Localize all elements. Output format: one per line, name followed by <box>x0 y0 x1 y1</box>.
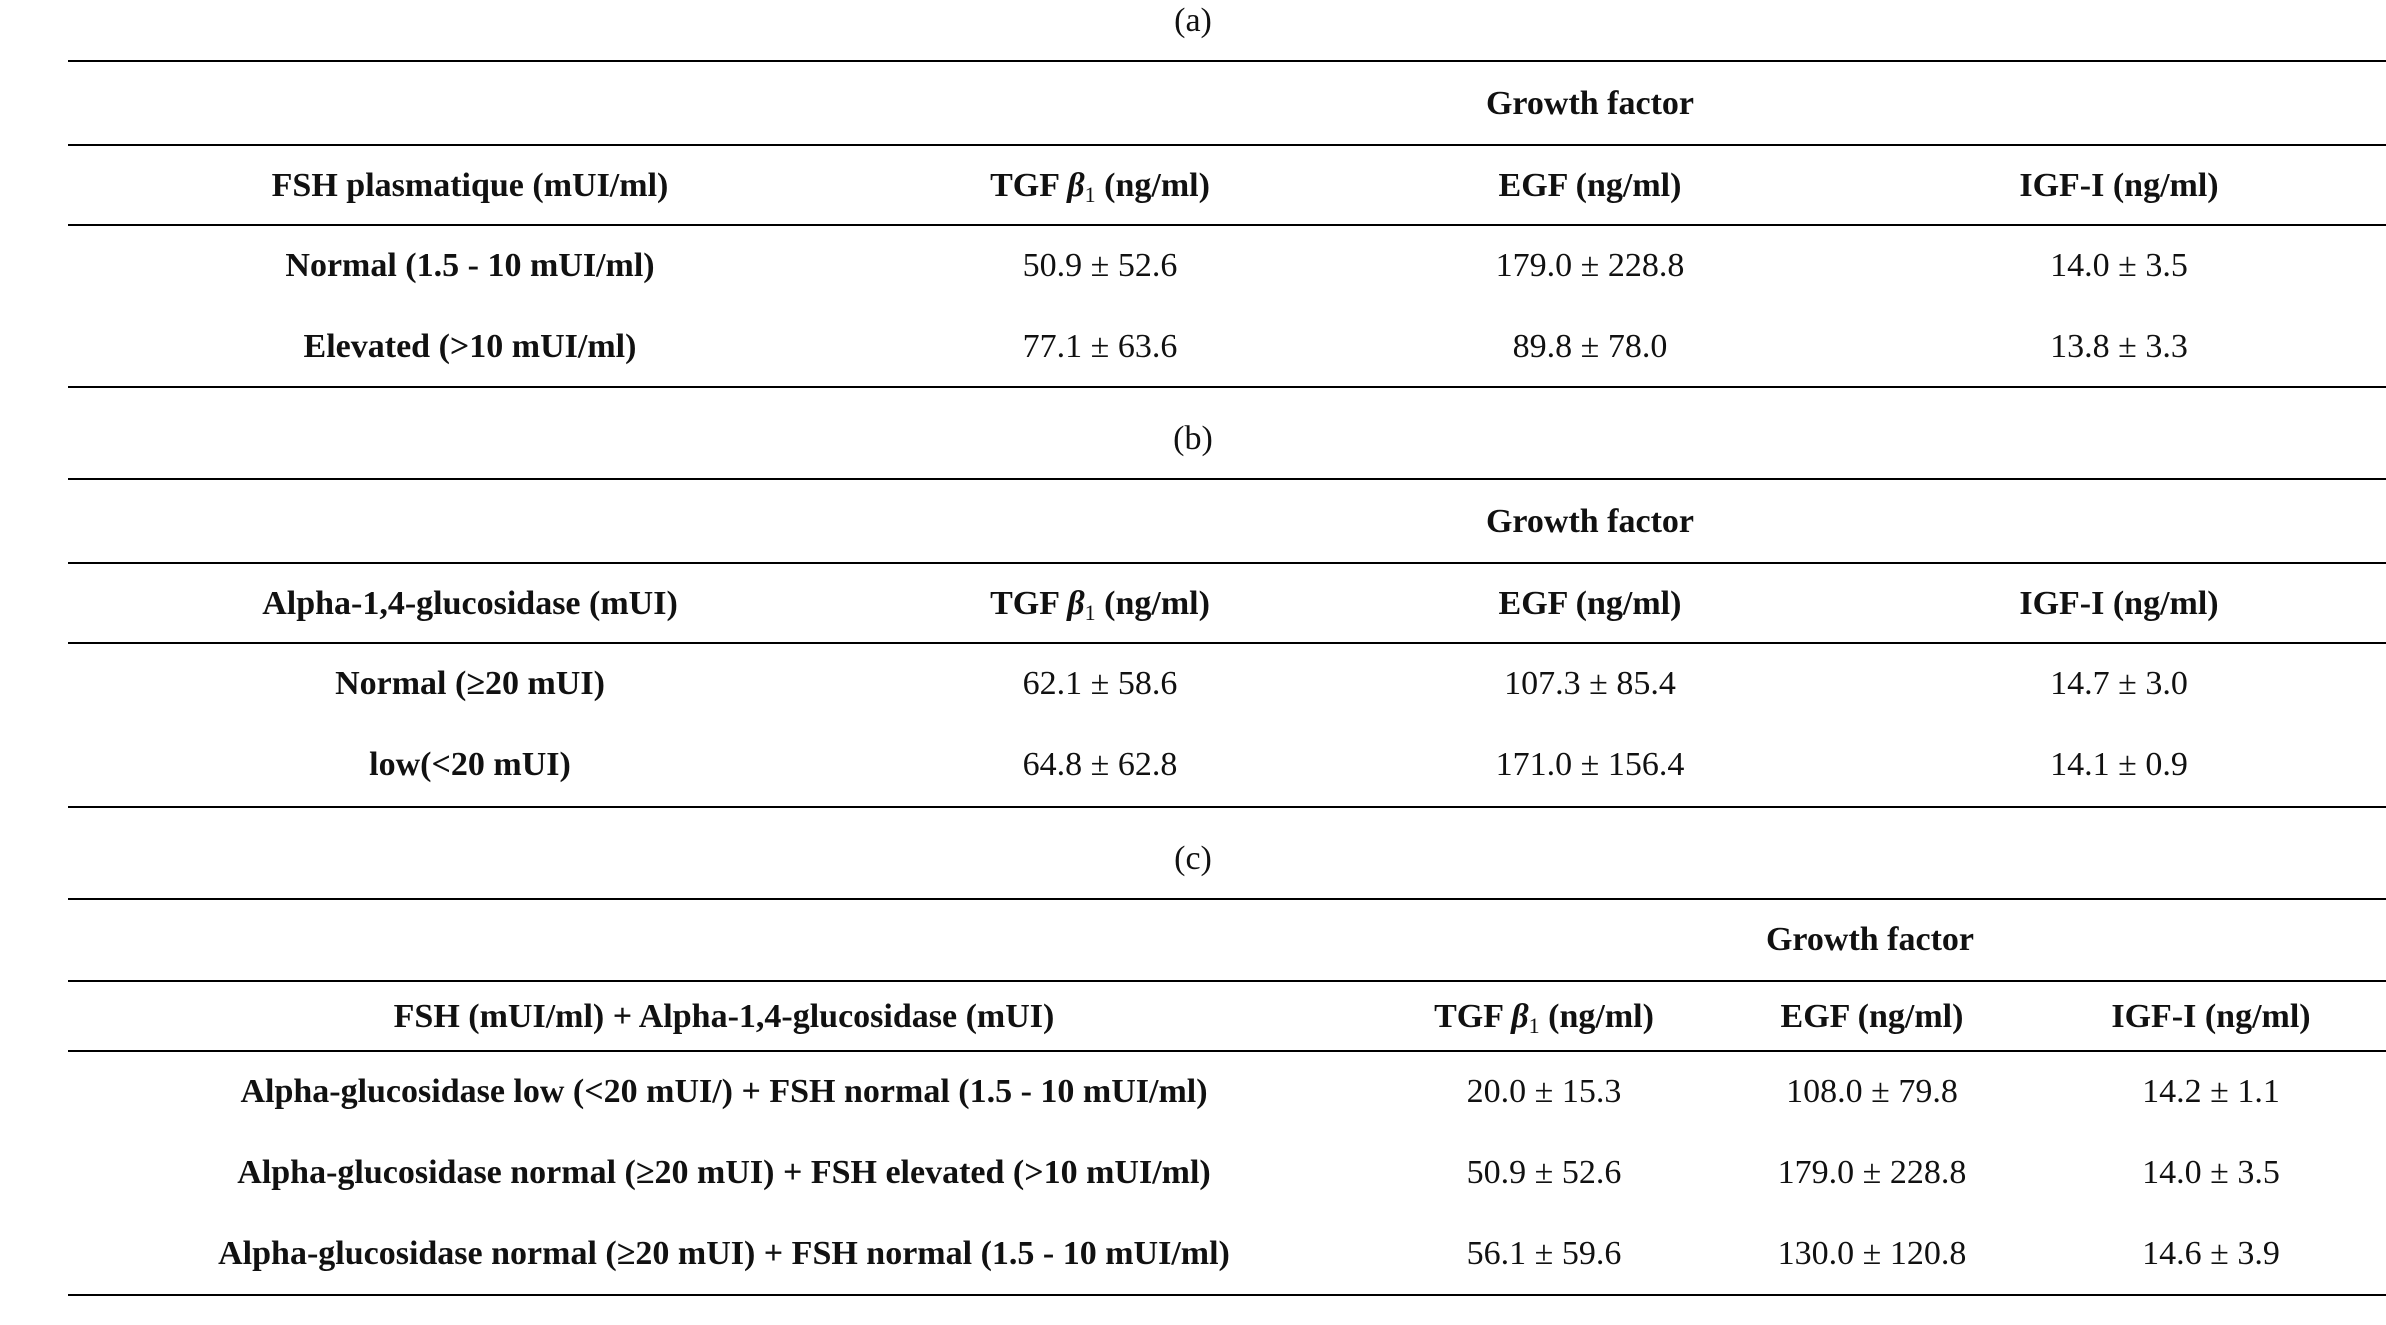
table-a-bottom-rule <box>68 386 2386 388</box>
table-b-col-egf: EGF (ng/ml) <box>1498 585 1682 622</box>
table-cell: 14.0 ± 3.5 <box>2142 1154 2280 1191</box>
table-a-caption: (a) <box>1174 2 1212 39</box>
table-c-top-rule <box>68 898 2386 900</box>
table-b-caption: (b) <box>1173 420 1213 457</box>
table-cell: 50.9 ± 52.6 <box>1466 1154 1622 1191</box>
table-a-body-rule <box>68 224 2386 226</box>
table-cell: 62.1 ± 58.6 <box>1022 665 1178 702</box>
table-a-col-condition: FSH plasmatique (mUI/ml) <box>271 167 669 204</box>
table-b-col-condition: Alpha-1,4-glucosidase (mUI) <box>262 585 678 622</box>
table-c-body-rule <box>68 1050 2386 1052</box>
table-a-col-igf: IGF-I (ng/ml) <box>2019 167 2219 204</box>
table-cell: 108.0 ± 79.8 <box>1786 1073 1958 1110</box>
table-cell: 179.0 ± 228.8 <box>1777 1154 1967 1191</box>
table-cell: 14.0 ± 3.5 <box>2050 247 2188 284</box>
table-cell: 171.0 ± 156.4 <box>1495 746 1685 783</box>
table-cell: 89.8 ± 78.0 <box>1512 328 1668 365</box>
table-cell: 64.8 ± 62.8 <box>1022 746 1178 783</box>
table-b-col-igf: IGF-I (ng/ml) <box>2019 585 2219 622</box>
table-b-top-rule <box>68 478 2386 480</box>
table-b-bottom-rule <box>68 806 2386 808</box>
table-a-col-egf: EGF (ng/ml) <box>1498 167 1682 204</box>
table-cell: 20.0 ± 15.3 <box>1466 1073 1622 1110</box>
table-row-label: low(<20 mUI) <box>369 746 571 783</box>
table-row-label: Normal (1.5 - 10 mUI/ml) <box>285 247 655 284</box>
table-cell: 77.1 ± 63.6 <box>1022 328 1178 365</box>
table-c-col-tgf: TGF β1 (ng/ml) <box>1434 998 1654 1038</box>
table-cell: 14.6 ± 3.9 <box>2142 1235 2280 1272</box>
table-cell: 130.0 ± 120.8 <box>1777 1235 1967 1272</box>
table-c-col-egf: EGF (ng/ml) <box>1780 998 1964 1035</box>
table-b-col-tgf: TGF β1 (ng/ml) <box>990 585 1210 625</box>
table-cell: 14.1 ± 0.9 <box>2050 746 2188 783</box>
table-cell: 50.9 ± 52.6 <box>1022 247 1178 284</box>
table-c-caption: (c) <box>1174 840 1212 877</box>
table-cell: 14.2 ± 1.1 <box>2142 1073 2280 1110</box>
table-a-header-rule <box>68 144 2386 146</box>
table-b-header-rule <box>68 562 2386 564</box>
table-c-group-header: Growth factor <box>1765 921 1975 958</box>
table-a-top-rule <box>68 60 2386 62</box>
table-c-header-rule <box>68 980 2386 982</box>
table-cell: 14.7 ± 3.0 <box>2050 665 2188 702</box>
table-a-group-header: Growth factor <box>1485 85 1695 122</box>
table-b-body-rule <box>68 642 2386 644</box>
table-a-col-tgf: TGF β1 (ng/ml) <box>990 167 1210 207</box>
table-row-label: Alpha-glucosidase normal (≥20 mUI) + FSH… <box>218 1235 1230 1272</box>
table-cell: 179.0 ± 228.8 <box>1495 247 1685 284</box>
table-c-bottom-rule <box>68 1294 2386 1296</box>
table-row-label: Alpha-glucosidase low (<20 mUI/) + FSH n… <box>240 1073 1208 1110</box>
table-c-col-igf: IGF-I (ng/ml) <box>2111 998 2311 1035</box>
table-row-label: Alpha-glucosidase normal (≥20 mUI) + FSH… <box>237 1154 1211 1191</box>
table-c-col-condition: FSH (mUI/ml) + Alpha-1,4-glucosidase (mU… <box>393 998 1055 1035</box>
table-b-group-header: Growth factor <box>1485 503 1695 540</box>
table-cell: 56.1 ± 59.6 <box>1466 1235 1622 1272</box>
table-cell: 107.3 ± 85.4 <box>1504 665 1676 702</box>
table-cell: 13.8 ± 3.3 <box>2050 328 2188 365</box>
table-row-label: Elevated (>10 mUI/ml) <box>303 328 637 365</box>
table-row-label: Normal (≥20 mUI) <box>335 665 605 702</box>
